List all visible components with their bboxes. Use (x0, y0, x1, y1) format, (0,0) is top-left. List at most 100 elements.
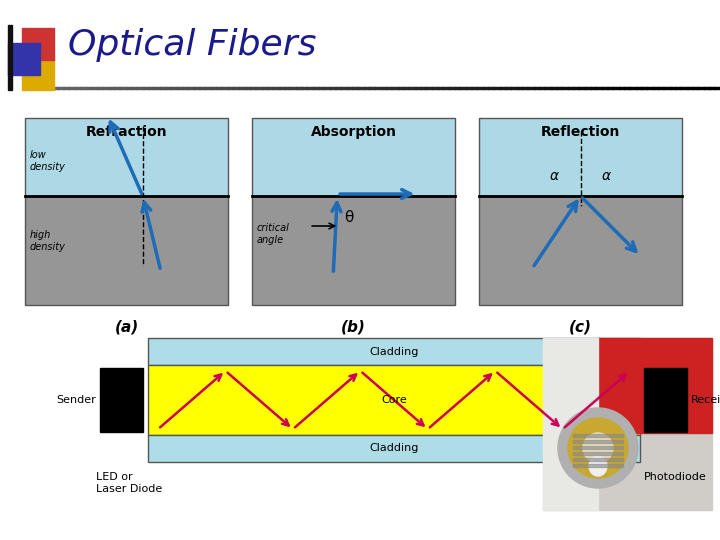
Ellipse shape (589, 456, 607, 476)
Bar (25, 196, 228, 305)
Bar (564, 87, 567, 89)
Bar (573, 452, 623, 455)
Bar (203, 87, 204, 89)
Bar (373, 87, 374, 89)
Bar (585, 87, 588, 89)
Bar (493, 87, 495, 89)
Bar (213, 87, 215, 89)
Bar (662, 87, 664, 89)
Bar (418, 87, 420, 89)
Bar (693, 87, 694, 89)
Bar (359, 87, 361, 89)
Text: Cladding: Cladding (369, 347, 419, 356)
Bar (398, 87, 400, 89)
Bar (526, 87, 528, 89)
Ellipse shape (568, 418, 628, 478)
Bar (187, 87, 189, 89)
Bar (192, 87, 194, 89)
Bar (469, 87, 472, 89)
Bar (629, 87, 631, 89)
Bar (594, 87, 595, 89)
Bar (283, 87, 284, 89)
Bar (376, 87, 378, 89)
Bar (607, 87, 609, 89)
Bar (716, 87, 718, 89)
Bar (415, 87, 417, 89)
Bar (352, 87, 354, 89)
Bar (210, 87, 212, 89)
Text: (c): (c) (569, 320, 592, 334)
Bar (649, 87, 652, 89)
Bar (162, 87, 164, 89)
Bar (322, 87, 324, 89)
Bar (8, 43, 40, 75)
Bar (541, 87, 543, 89)
Bar (703, 87, 704, 89)
Bar (633, 87, 635, 89)
Bar (171, 87, 172, 89)
Bar (578, 87, 580, 89)
Bar (70, 87, 72, 89)
Bar (82, 87, 84, 89)
Bar (403, 87, 405, 89)
Bar (325, 87, 327, 89)
Bar (142, 87, 143, 89)
Bar (235, 87, 237, 89)
Bar (267, 87, 269, 89)
Bar (366, 87, 368, 89)
Bar (87, 87, 89, 89)
Bar (420, 87, 423, 89)
Bar (354, 87, 356, 89)
Bar (684, 87, 685, 89)
Bar (587, 87, 589, 89)
Bar (22, 58, 54, 90)
Text: Sender: Sender (56, 395, 96, 405)
Bar (155, 87, 157, 89)
Bar (634, 87, 636, 89)
Bar (477, 87, 478, 89)
Bar (153, 87, 156, 89)
Bar (699, 87, 701, 89)
Bar (485, 87, 487, 89)
Bar (176, 87, 178, 89)
Bar (558, 87, 560, 89)
Bar (220, 87, 222, 89)
Ellipse shape (558, 408, 638, 488)
Bar (713, 87, 715, 89)
Bar (251, 87, 252, 89)
Bar (507, 87, 509, 89)
Text: Absorption: Absorption (310, 125, 397, 139)
Bar (197, 87, 199, 89)
Bar (272, 87, 274, 89)
Bar (505, 87, 508, 89)
Bar (498, 87, 500, 89)
Bar (446, 87, 448, 89)
Bar (368, 87, 369, 89)
Bar (672, 87, 674, 89)
Bar (148, 365, 640, 435)
Bar (626, 87, 628, 89)
Bar (284, 87, 287, 89)
Bar (379, 87, 382, 89)
Bar (510, 87, 513, 89)
Bar (196, 87, 198, 89)
Bar (619, 87, 621, 89)
Bar (639, 87, 642, 89)
Bar (296, 87, 298, 89)
Bar (114, 87, 117, 89)
Text: (a): (a) (114, 320, 139, 334)
Bar (240, 87, 242, 89)
Bar (199, 87, 202, 89)
Bar (238, 87, 240, 89)
Bar (474, 87, 477, 89)
Bar (597, 87, 599, 89)
Bar (583, 87, 585, 89)
Bar (230, 87, 232, 89)
Bar (548, 87, 550, 89)
Bar (408, 87, 410, 89)
Bar (117, 87, 120, 89)
Bar (461, 87, 463, 89)
Bar (126, 87, 128, 89)
Bar (301, 87, 303, 89)
Bar (102, 87, 104, 89)
